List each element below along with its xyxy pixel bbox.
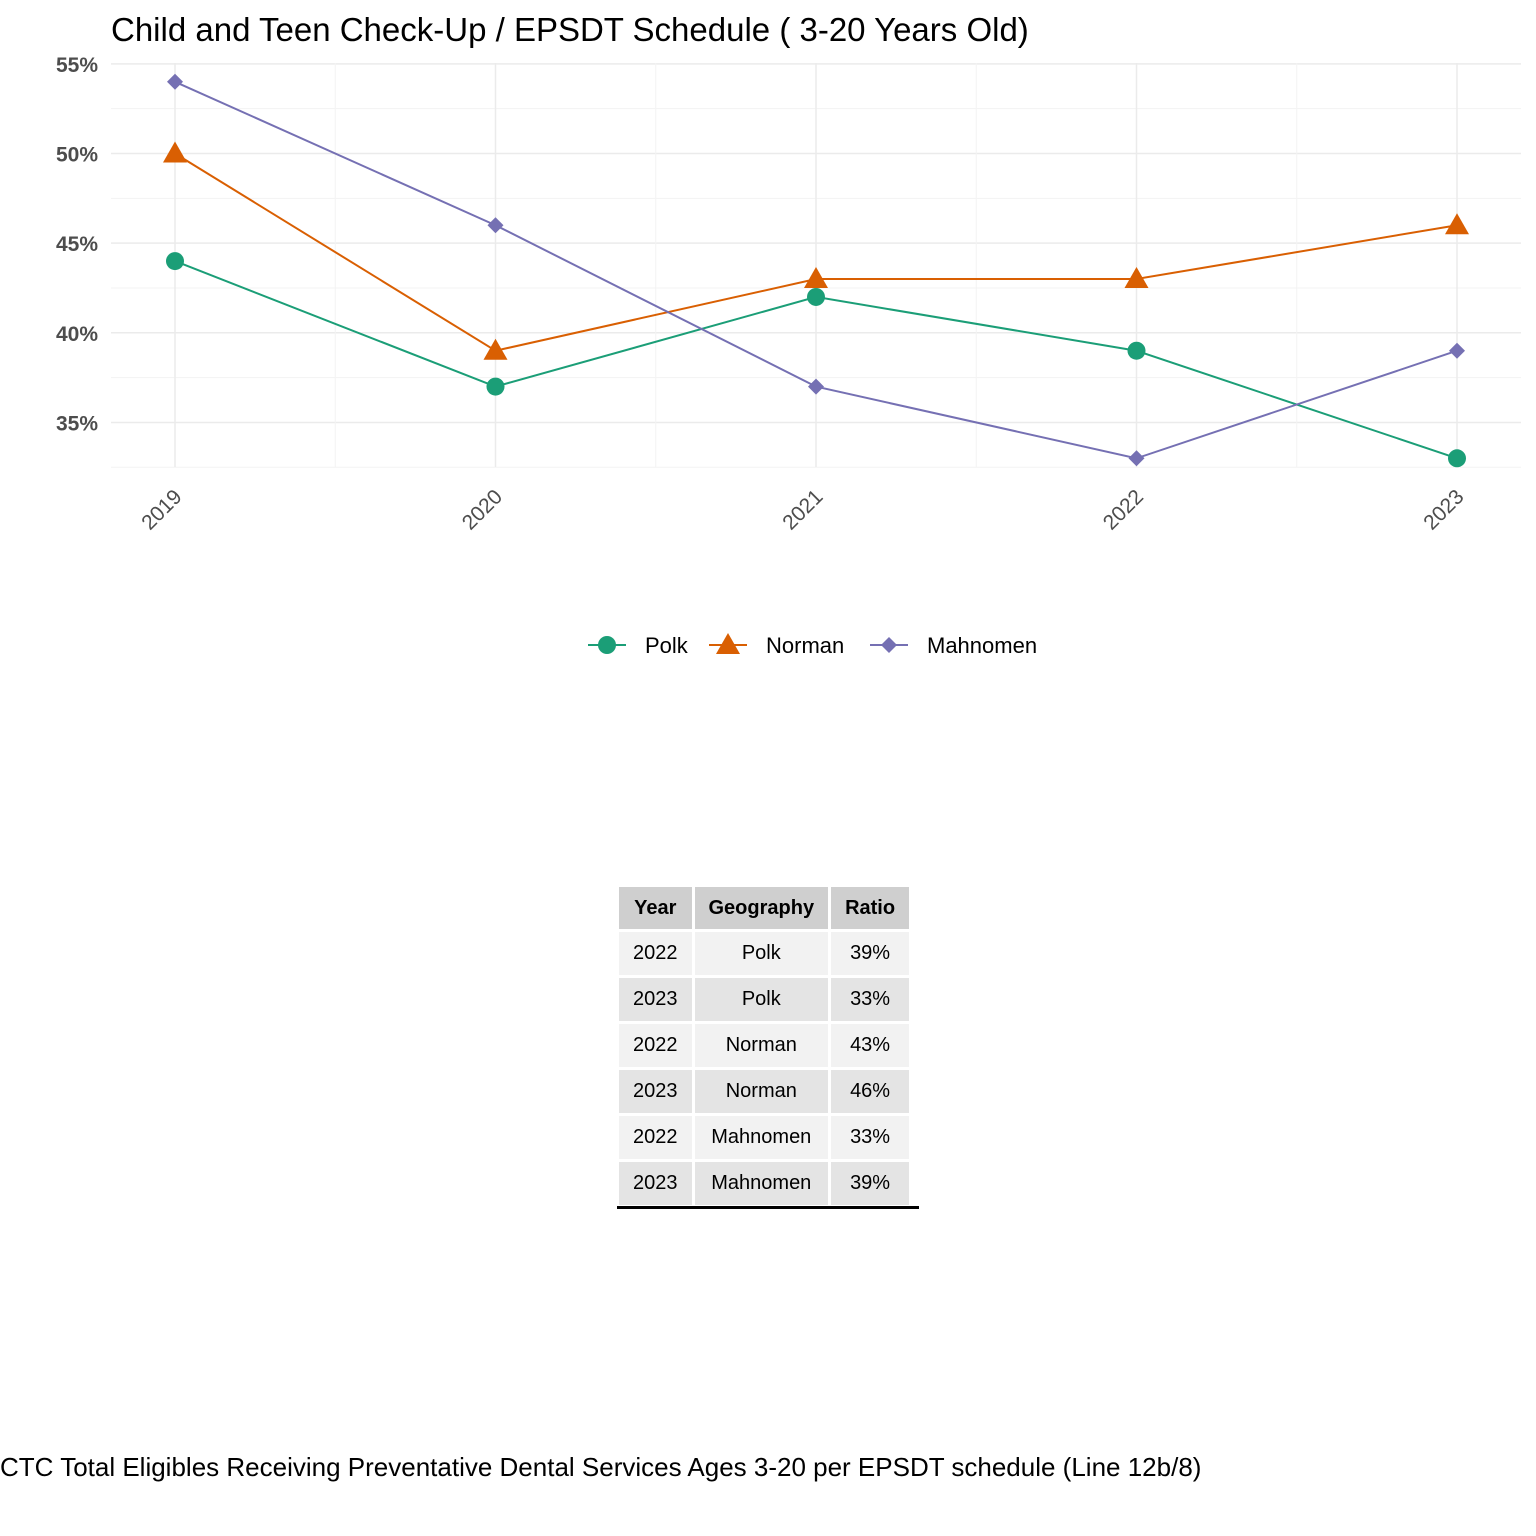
x-tick-label: 2019 [137,485,186,534]
chart-title: Child and Teen Check-Up / EPSDT Schedule… [111,11,1029,48]
chart-series [163,73,1469,468]
legend-key-marker-mahnomen [881,637,897,653]
data-point-polk [807,287,825,306]
y-tick-label: 45% [56,233,98,256]
chart-axes: 35% 40% 45% 50% 55% 2019 2020 2021 2022 2023 [56,54,1469,535]
table-header-ratio: Ratio [831,887,910,929]
table-cell-year: 2022 [619,1116,692,1159]
x-tick-label: 2023 [1419,485,1468,534]
data-point-polk [1448,449,1466,468]
data-point-norman [804,267,828,289]
table-cell-year: 2023 [619,978,692,1021]
data-point-mahnomen [1128,450,1145,467]
data-point-norman [1124,267,1149,289]
table-cell-geography: Norman [694,1070,829,1113]
y-tick-label: 50% [56,144,98,167]
legend-key-marker-polk [598,636,616,654]
table-header-year: Year [619,887,692,929]
x-tick-label: 2021 [778,485,827,534]
y-tick-label: 35% [56,412,98,435]
table-cell-ratio: 39% [831,932,910,975]
table-bottom-rule [617,1206,919,1209]
legend-label-mahnomen: Mahnomen [927,633,1037,658]
data-point-norman [163,141,187,163]
table-cell-geography: Mahnomen [694,1116,829,1159]
data-point-mahnomen [487,217,504,234]
table-cell-geography: Polk [694,978,829,1021]
legend-label-norman: Norman [766,633,844,658]
data-point-polk [166,252,184,271]
line-chart: Child and Teen Check-Up / EPSDT Schedule… [56,11,1521,658]
table-cell-ratio: 46% [831,1070,910,1113]
table-row: 2022 Mahnomen 33% [619,1116,910,1159]
data-point-mahnomen [1449,342,1465,359]
chart-caption: CTC Total Eligibles Receiving Preventati… [0,1452,1202,1482]
data-table: Year Geography Ratio 2022 Polk 39% 2023 … [616,884,912,1208]
table-cell-year: 2022 [619,932,692,975]
y-tick-label: 55% [56,54,98,77]
table-cell-year: 2022 [619,1024,692,1067]
table-cell-geography: Mahnomen [694,1162,829,1205]
table-header-row: Year Geography Ratio [619,887,910,929]
data-point-mahnomen [808,378,824,395]
y-tick-label: 40% [56,323,98,346]
table-row: 2022 Polk 39% [619,932,910,975]
table-row: 2023 Polk 33% [619,978,910,1021]
table-cell-geography: Norman [694,1024,829,1067]
table-cell-year: 2023 [619,1162,692,1205]
data-point-polk [1127,341,1146,360]
table-cell-ratio: 43% [831,1024,910,1067]
chart-legend: Polk Norman Mahnomen [588,633,1037,658]
table-row: 2023 Mahnomen 39% [619,1162,910,1205]
chart-grid [111,63,1521,468]
data-point-mahnomen [167,73,183,90]
table-cell-ratio: 33% [831,978,910,1021]
table-cell-geography: Polk [694,932,829,975]
table-cell-ratio: 39% [831,1162,910,1205]
data-point-norman [483,338,508,360]
x-tick-label: 2022 [1099,485,1148,534]
legend-label-polk: Polk [645,633,689,658]
table-cell-ratio: 33% [831,1116,910,1159]
table-row: 2023 Norman 46% [619,1070,910,1113]
table-cell-year: 2023 [619,1070,692,1113]
x-tick-label: 2020 [458,485,507,534]
data-point-norman [1445,213,1469,235]
table-header-geography: Geography [694,887,829,929]
table-row: 2022 Norman 43% [619,1024,910,1067]
data-point-polk [486,377,505,396]
legend-key-marker-norman [716,633,740,654]
